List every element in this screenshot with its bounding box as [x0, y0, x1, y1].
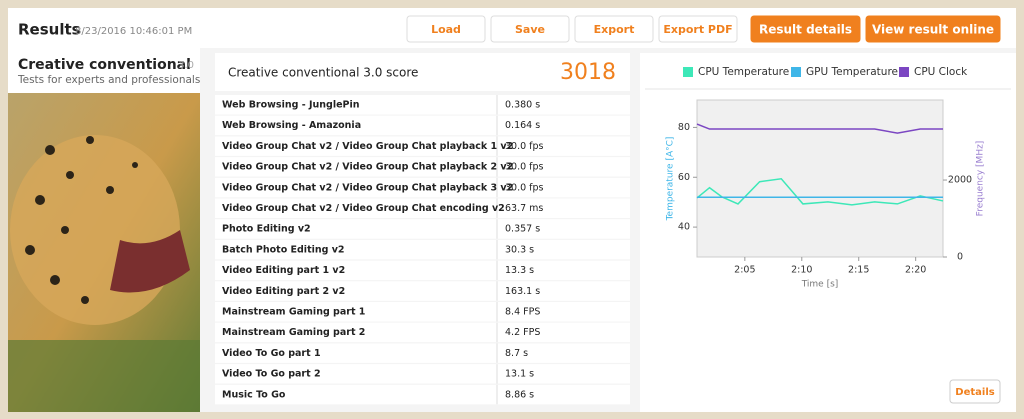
details-button[interactable] [949, 379, 1001, 404]
test-name-cell: Web Browsing - JunglePin [222, 100, 360, 111]
table-row [215, 177, 630, 198]
result-cell: 8.7 s [505, 348, 528, 359]
result-cell: 13.1 s [505, 369, 534, 380]
table-row [215, 198, 630, 218]
y-tick-label: 60 [678, 172, 690, 183]
table-row [215, 281, 630, 301]
test-name-cell: Video Editing part 2 v2 [222, 286, 345, 297]
legend-swatch [683, 67, 693, 77]
test-name: Creative conventional [18, 57, 191, 73]
y-tick-label: 80 [678, 122, 690, 133]
result-cell: 0.164 s [505, 120, 540, 131]
x-tick-label: 2:05 [734, 265, 755, 276]
y-tick-label: 40 [678, 222, 690, 233]
result-cell: 30.3 s [505, 244, 534, 255]
table-row [215, 219, 630, 239]
score-value: 3018 [560, 60, 616, 85]
table-row [215, 157, 630, 177]
table-row [215, 260, 630, 281]
button-label[interactable]: Load [431, 23, 461, 36]
result-cell: 30.0 fps [505, 182, 544, 193]
test-name-cell: Video Group Chat v2 / Video Group Chat p… [222, 141, 513, 152]
legend-label: CPU Temperature [698, 66, 789, 78]
test-name-cell: Video Editing part 1 v2 [222, 265, 345, 276]
y2-tick-label: 2000 [948, 175, 972, 186]
plot-area [696, 99, 944, 258]
x-tick-label: 2:10 [791, 265, 812, 276]
x-tick-label: 2:15 [848, 265, 869, 276]
table-row [215, 239, 630, 260]
page-title: Results [18, 21, 81, 39]
button[interactable] [750, 15, 861, 43]
result-cell: 8.86 s [505, 389, 534, 400]
legend-swatch [899, 67, 909, 77]
button-label[interactable]: Export [594, 23, 635, 36]
button[interactable] [490, 15, 570, 43]
table-row [215, 343, 630, 363]
score-box [215, 53, 630, 91]
test-name-cell: Music To Go [222, 389, 286, 400]
test-name-cell: Batch Photo Editing v2 [222, 244, 345, 255]
x-axis-label: Time [s] [801, 280, 839, 290]
button[interactable] [865, 15, 1001, 43]
result-cell: 0.357 s [505, 224, 540, 235]
table-row [215, 384, 630, 405]
test-name-cell: Video Group Chat v2 / Video Group Chat p… [222, 182, 513, 193]
test-name-cell: Mainstream Gaming part 1 [222, 307, 365, 318]
button-label[interactable]: Save [515, 23, 545, 36]
table-row [215, 136, 630, 156]
button-label[interactable]: View result online [872, 23, 994, 37]
result-cell: 163.1 s [505, 286, 540, 297]
result-cell: 30.0 fps [505, 162, 544, 173]
legend-label: CPU Clock [914, 66, 968, 78]
table-row [215, 115, 630, 136]
button[interactable] [406, 15, 486, 43]
test-name-cell: Mainstream Gaming part 2 [222, 327, 365, 338]
test-description: Tests for experts and professionals [17, 74, 200, 86]
table-row [215, 302, 630, 322]
result-cell: 4.2 FPS [505, 327, 540, 338]
table-row [215, 364, 630, 384]
table-row [215, 322, 630, 343]
details-button-label[interactable]: Details [955, 387, 994, 398]
result-cell: 13.3 s [505, 265, 534, 276]
date: 8/23/2016 10:46:01 PM [75, 26, 192, 37]
y-axis-label: Temperature [A°C] [666, 137, 676, 222]
button[interactable] [658, 15, 738, 43]
result-cell: 8.4 FPS [505, 307, 540, 318]
legend-label: GPU Temperature [806, 66, 898, 78]
result-cell: 30.0 fps [505, 141, 544, 152]
test-name-cell: Video To Go part 1 [222, 348, 321, 359]
button-label[interactable]: Export PDF [663, 23, 732, 36]
test-name-cell: Web Browsing - Amazonia [222, 120, 361, 131]
x-tick-label: 2:20 [905, 265, 926, 276]
test-version: 3.0 [178, 60, 194, 71]
test-name-cell: Photo Editing v2 [222, 224, 311, 235]
series-line [696, 123, 943, 134]
button[interactable] [574, 15, 654, 43]
legend-swatch [791, 67, 801, 77]
button-label[interactable]: Result details [759, 23, 852, 37]
score-label: Creative conventional 3.0 score [228, 66, 418, 80]
y2-tick-label: 0 [957, 252, 963, 263]
result-cell: 63.7 ms [505, 203, 543, 214]
table-row [215, 95, 630, 115]
result-cell: 0.380 s [505, 100, 540, 111]
test-name-cell: Video Group Chat v2 / Video Group Chat p… [222, 162, 513, 173]
test-image [8, 93, 200, 412]
y2-axis-label: Frequency [MHz] [976, 141, 986, 217]
test-name-cell: Video To Go part 2 [222, 369, 321, 380]
test-name-cell: Video Group Chat v2 / Video Group Chat e… [222, 203, 505, 214]
